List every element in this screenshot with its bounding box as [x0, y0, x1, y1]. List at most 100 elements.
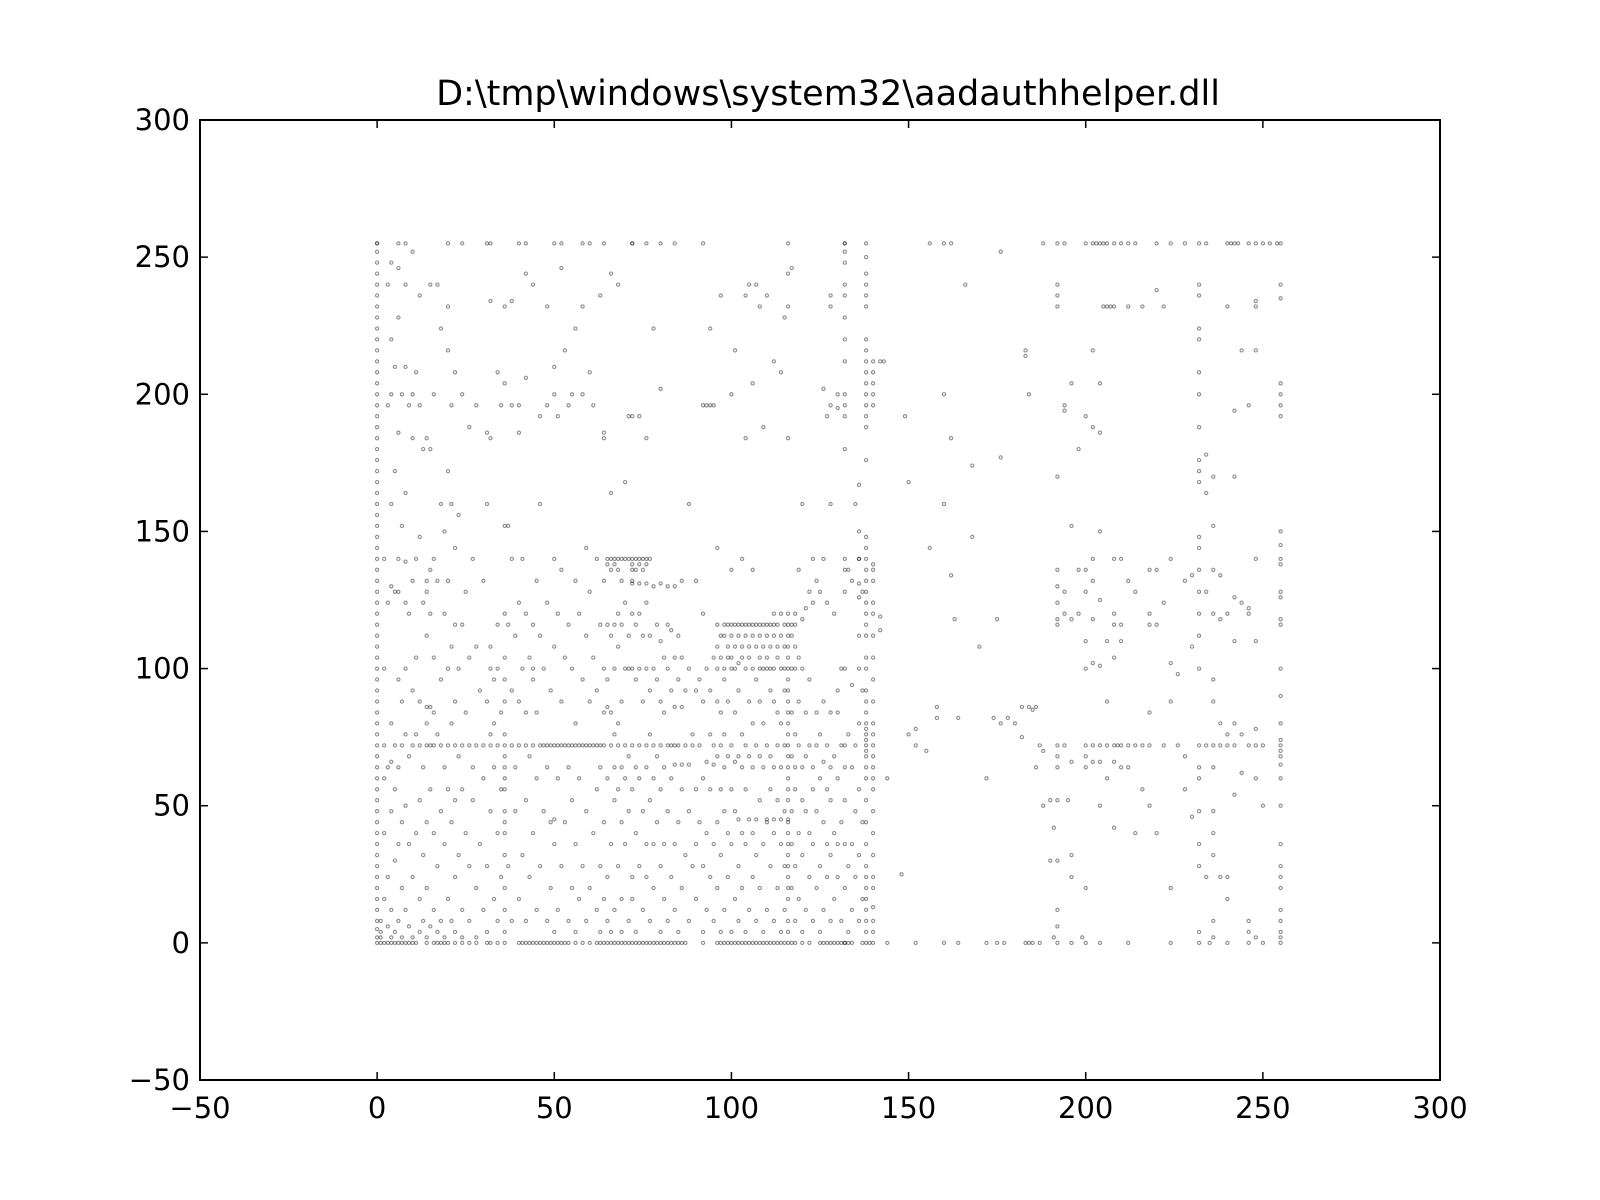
data-point [633, 677, 638, 682]
data-point [460, 935, 465, 940]
data-point [1055, 858, 1060, 863]
data-point [906, 479, 911, 485]
data-point [1080, 935, 1085, 940]
data-point [789, 885, 794, 891]
data-point [1048, 858, 1053, 863]
data-point [743, 743, 748, 748]
data-point [378, 918, 383, 924]
data-point [594, 787, 599, 792]
x-tick-label: −50 [169, 1091, 230, 1125]
data-point [775, 644, 780, 649]
data-point [856, 529, 862, 534]
data-point [417, 403, 422, 408]
data-point [651, 885, 656, 891]
data-point [506, 622, 511, 627]
data-point [541, 743, 546, 748]
data-point [1168, 940, 1173, 946]
data-point [736, 688, 741, 693]
data-point [442, 841, 447, 847]
data-point [637, 776, 642, 781]
data-point [523, 743, 529, 748]
data-point [686, 809, 692, 814]
data-point [463, 589, 468, 594]
data-point [545, 304, 550, 309]
data-point [913, 940, 918, 946]
data-point [545, 765, 550, 770]
data-point [389, 392, 394, 397]
data-point [828, 304, 833, 309]
data-point [708, 732, 713, 737]
data-point [1278, 940, 1283, 946]
data-point [612, 622, 617, 627]
data-point [374, 370, 380, 375]
data-point [637, 863, 642, 869]
data-point [785, 633, 791, 638]
data-point [1278, 874, 1283, 880]
data-point [619, 896, 624, 902]
data-point [1278, 282, 1283, 287]
data-point [718, 293, 723, 298]
data-point [1211, 611, 1216, 616]
data-point [764, 820, 770, 825]
data-point [1278, 754, 1283, 759]
data-point [729, 929, 734, 935]
data-point [764, 666, 770, 671]
data-point [913, 743, 918, 748]
data-point [870, 655, 876, 660]
data-point [800, 501, 805, 507]
data-point [768, 787, 773, 792]
data-point [374, 315, 380, 320]
data-point [374, 479, 380, 485]
data-point [860, 940, 865, 946]
data-point [406, 924, 412, 929]
data-point [750, 633, 755, 638]
data-point [392, 929, 398, 935]
data-point [796, 830, 801, 836]
data-point [633, 940, 638, 946]
data-point [658, 787, 663, 792]
data-point [970, 534, 975, 540]
data-point [374, 260, 380, 265]
data-point [824, 841, 830, 847]
data-point [651, 666, 656, 671]
data-point [374, 830, 380, 836]
data-point [644, 940, 649, 946]
data-point [513, 633, 518, 638]
data-point [615, 611, 621, 616]
data-point [399, 820, 405, 825]
data-point [775, 885, 780, 891]
data-point [502, 776, 507, 781]
data-point [1239, 732, 1244, 737]
data-point [1278, 776, 1283, 781]
data-point [396, 918, 401, 924]
data-point [502, 754, 507, 759]
data-point [491, 677, 497, 682]
data-point [778, 765, 784, 770]
data-point [1278, 803, 1283, 808]
data-point [842, 743, 847, 748]
data-point [552, 392, 557, 397]
data-point [552, 940, 557, 946]
data-point [736, 660, 741, 666]
data-point [785, 666, 791, 671]
data-point [424, 721, 429, 726]
data-point [669, 628, 674, 633]
data-point [832, 940, 837, 946]
data-point [1278, 693, 1283, 699]
data-point [793, 765, 798, 770]
data-point [754, 940, 759, 946]
data-point [502, 732, 507, 737]
data-point [856, 556, 862, 562]
data-point [785, 644, 791, 649]
data-point [481, 776, 486, 781]
data-point [537, 414, 543, 419]
data-point [1196, 468, 1202, 474]
data-point [562, 940, 568, 946]
data-point [1218, 721, 1223, 726]
data-point [619, 622, 624, 627]
data-point [1041, 748, 1046, 754]
data-point [605, 776, 610, 781]
data-point [520, 666, 525, 671]
data-point [775, 940, 780, 946]
data-point [1218, 743, 1223, 748]
